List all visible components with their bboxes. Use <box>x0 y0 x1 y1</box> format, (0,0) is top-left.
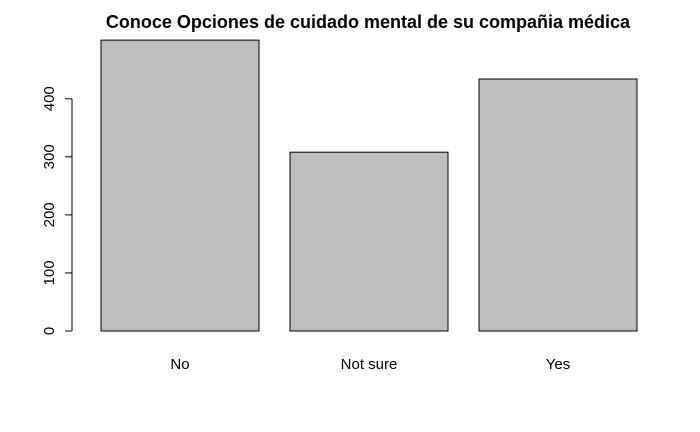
y-tick-label: 200 <box>41 202 58 227</box>
bar-yes <box>478 78 638 332</box>
y-tick-label: 100 <box>41 260 58 285</box>
y-axis: 0 100 200 300 400 <box>41 86 73 335</box>
bar-not-sure <box>289 151 449 332</box>
y-tick-label: 300 <box>41 144 58 169</box>
chart-title: Conoce Opciones de cuidado mental de su … <box>106 12 631 32</box>
x-category-label: Not sure <box>341 356 398 373</box>
x-category-label: No <box>170 356 189 373</box>
y-tick-label: 400 <box>41 86 58 111</box>
bars <box>100 39 638 332</box>
x-axis-labels: No Not sure Yes <box>170 356 570 373</box>
x-category-label: Yes <box>546 356 570 373</box>
y-tick-label: 0 <box>41 327 58 335</box>
bar-no <box>100 39 260 332</box>
